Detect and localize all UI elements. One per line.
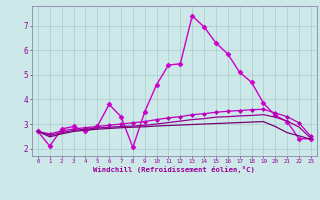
- X-axis label: Windchill (Refroidissement éolien,°C): Windchill (Refroidissement éolien,°C): [93, 166, 255, 173]
